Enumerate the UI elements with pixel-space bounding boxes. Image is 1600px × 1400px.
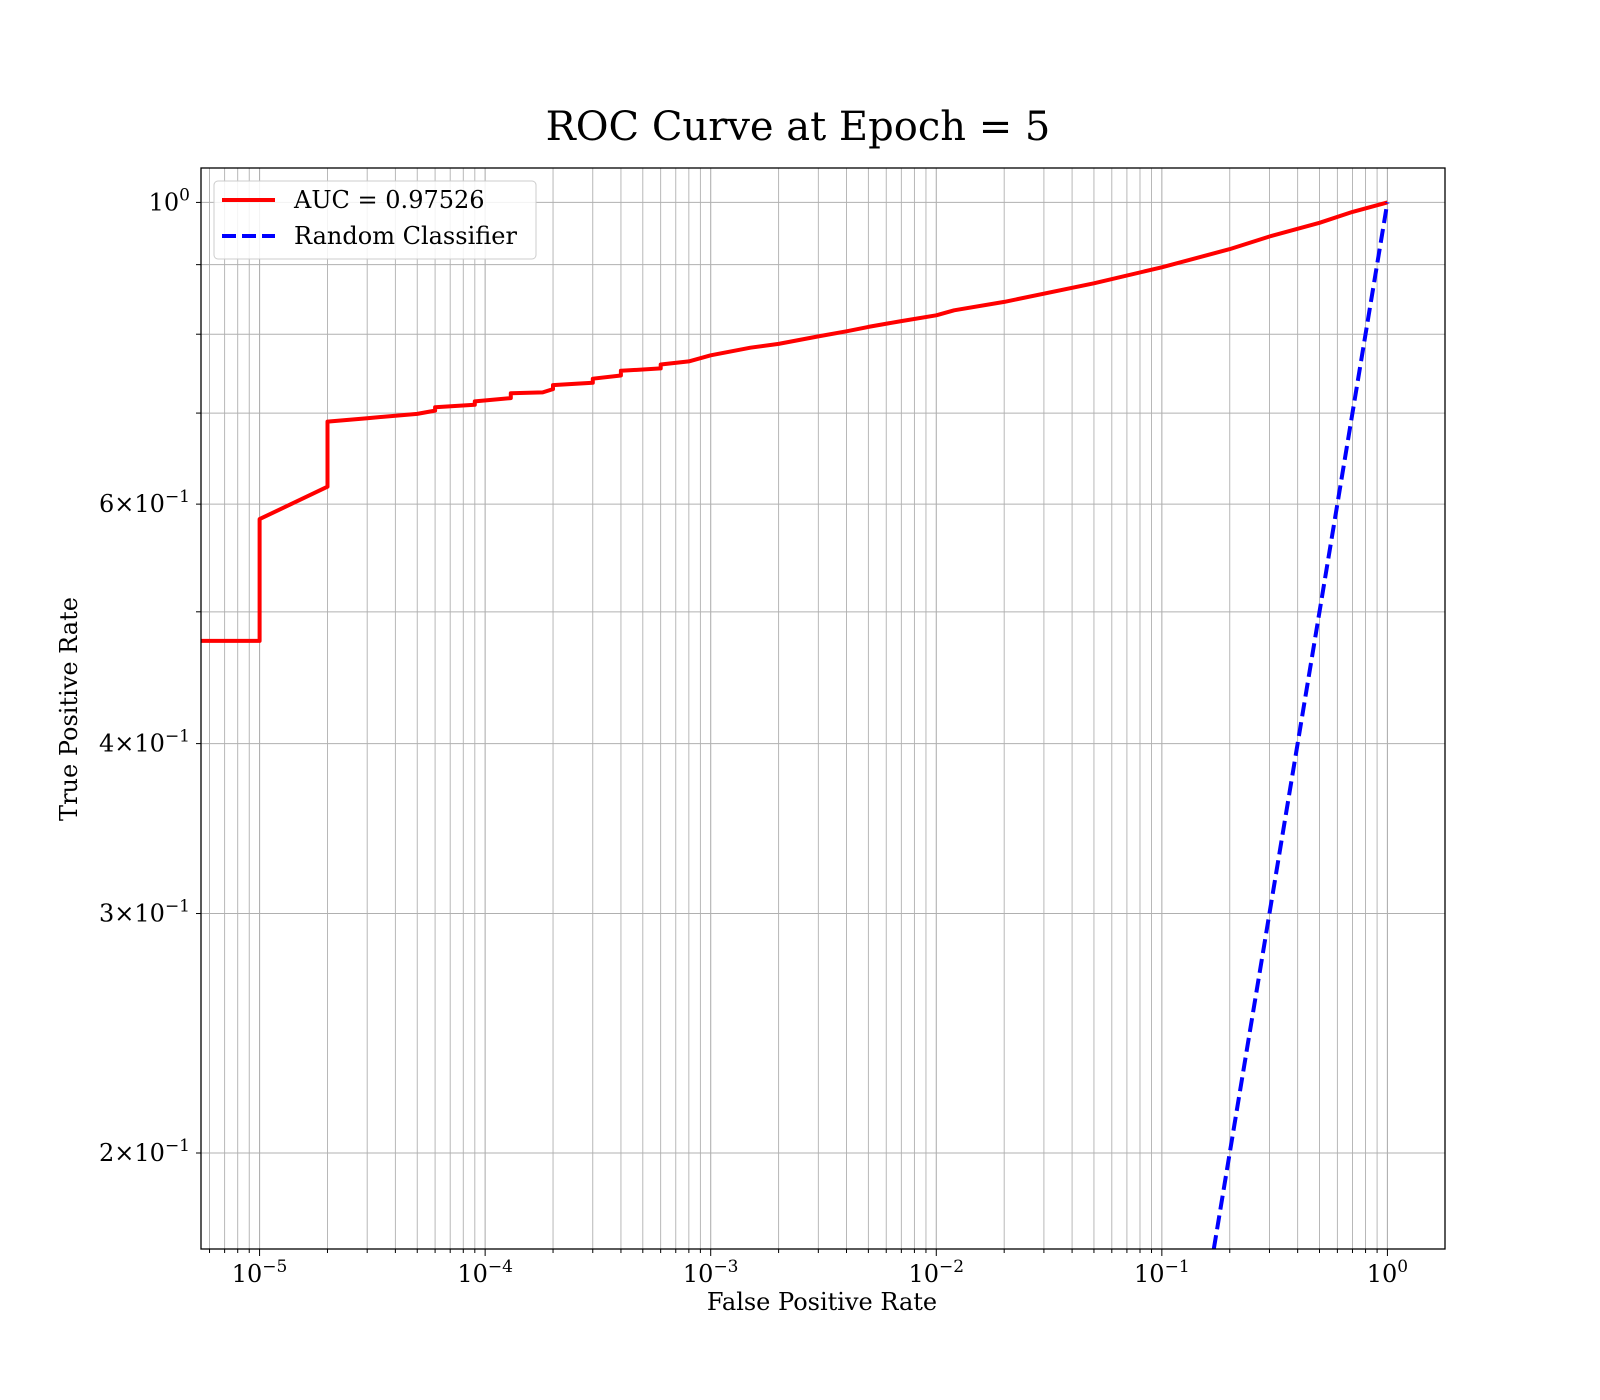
plot-frame — [200, 167, 1446, 1250]
y-tick-label: 2×10−1 — [99, 1136, 190, 1167]
x-tick-label: 10−2 — [908, 1257, 964, 1288]
legend-label: Random Classifier — [294, 222, 517, 250]
x-tick-label: 10−5 — [232, 1257, 288, 1288]
legend: AUC = 0.97526 Random Classifier — [213, 180, 537, 260]
legend-box — [213, 180, 537, 260]
tick-layer: 10−5 10−4 10−3 10−2 10−1 100 100 6×10−1 4×10−1 3×… — [99, 185, 1408, 1288]
chart-title: ROC Curve at Epoch = 5 — [546, 104, 1051, 150]
x-tick-label: 100 — [1367, 1257, 1408, 1288]
roc-curve-line — [201, 200, 1388, 643]
y-tick-label: 6×10−1 — [99, 487, 190, 518]
x-axis-label: False Positive Rate — [707, 1288, 937, 1316]
y-axis-label: True Positive Rate — [55, 597, 83, 821]
grid-lines — [201, 168, 1445, 1249]
y-tick-label: 100 — [149, 185, 190, 216]
y-tick-label: 4×10−1 — [99, 727, 190, 758]
random-classifier-line — [1211, 202, 1390, 1249]
legend-label: AUC = 0.97526 — [293, 186, 485, 214]
x-tick-label: 10−1 — [1134, 1257, 1190, 1288]
y-tick-label: 3×10−1 — [99, 897, 190, 928]
x-tick-label: 10−3 — [683, 1257, 739, 1288]
x-tick-label: 10−4 — [457, 1257, 513, 1288]
series-layer — [201, 200, 1390, 1249]
